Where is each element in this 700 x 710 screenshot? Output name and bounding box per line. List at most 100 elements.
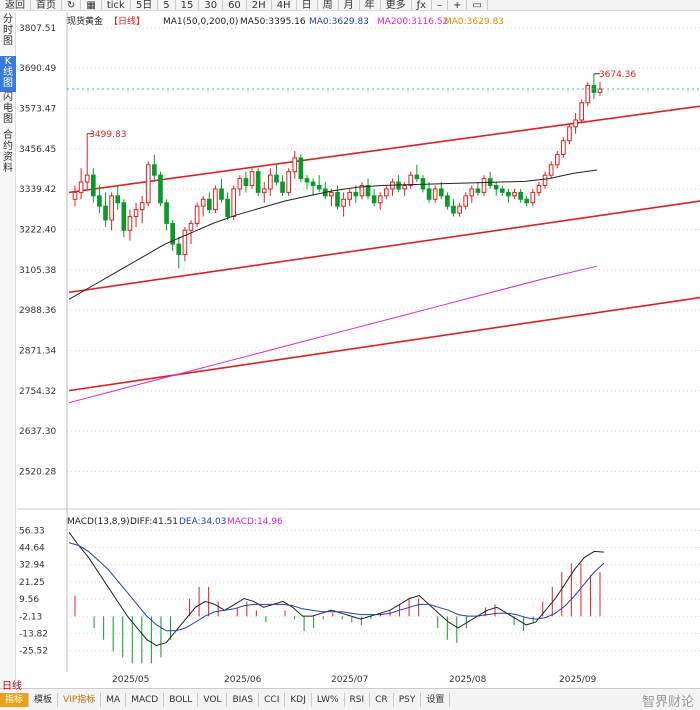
toolbar-item-9[interactable]: 60 [228,0,241,11]
toolbar-separator [466,0,468,10]
toolbar-item-19[interactable]: + [453,0,462,11]
candle-body [310,181,316,186]
tab-0[interactable]: 指标 [0,693,30,707]
toolbar-item-20[interactable]: ▭ [472,0,482,11]
x-tick-label: 2025/09 [559,675,597,685]
trend-line [68,296,700,392]
y-tick-label: 2637.30 [19,427,56,437]
toolbar-item-14[interactable]: 月 [343,0,354,11]
macd-y-tick-label: -2.13 [19,612,42,622]
toolbar-item-0[interactable]: 返回 [5,0,25,11]
tab-13[interactable]: PSY [394,693,422,707]
y-tick-label: 3105.38 [19,266,56,276]
macd-y-tick-label: 32.94 [19,561,45,571]
main-legend: 现货黄金 【日线】 MA1(50,0,200,0) MA50:3395.16 MA0:3… [67,15,504,27]
toolbar-item-5[interactable]: 5日 [135,0,153,11]
toolbar-separator [486,0,488,10]
toolbar-separator [447,0,449,10]
toolbar-item-16[interactable]: 更多 [385,0,406,11]
y-tick-label: 2871.34 [19,347,56,357]
candle-body [408,174,414,186]
tab-9[interactable]: KDJ [285,693,312,707]
main-y-axis: 3807.51 3690.49 3573.47 3456.45 3339.42 3222.… [19,24,56,478]
candle-body [90,174,96,197]
toolbar-separator [270,0,272,10]
y-tick-label: 3807.51 [19,24,56,34]
candle-body [316,184,322,190]
toolbar-item-1[interactable]: 首页 [36,0,56,11]
candle-body [225,198,230,218]
toolbar-separator [174,0,176,10]
macd-legend-item-1: DIFF:41.51 [130,517,178,527]
toolbar-separator [157,0,159,10]
ma200-line [68,265,598,404]
candle-body [414,174,420,180]
candle-body [304,178,310,183]
nav-item-1[interactable]: K线图 [0,56,16,92]
legend-item-5: MA200:3116.52 [377,17,448,27]
nav-item-2[interactable]: 闪电图 [3,92,13,125]
tab-6[interactable]: VOL [198,693,228,707]
candle-body [200,198,206,207]
tab-2[interactable]: VIP指标 [58,693,102,707]
y-tick-label: 3339.42 [19,185,56,195]
macd-legend: MACD(13,8,9) DIFF:41.51 DEA:34.03 MACD:14.9… [67,517,283,527]
nav-item-3[interactable]: 合约资料 [3,130,13,174]
top-toolbar: 返回 首页 ↻ ▦ tick 5日 5 15 30 60 2H 4H 日周月年更多 ƒx – + ▭ [0,0,700,11]
tab-10[interactable]: LW% [312,693,345,707]
toolbar-item-2[interactable]: ↻ [67,0,76,11]
candle-body [402,184,407,190]
candle-body [377,195,383,204]
candle-body [109,195,114,221]
nav-item-0[interactable]: 分时图 [3,14,13,47]
toolbar-item-3[interactable]: ▦ [86,0,96,11]
macd-legend-item-3: MACD:14.96 [227,517,283,527]
candle-body [176,243,182,255]
tab-3[interactable]: MA [101,693,127,707]
toolbar-item-11[interactable]: 4H [276,0,291,11]
tab-12[interactable]: CR [370,693,394,707]
candle-body [115,195,121,204]
tab-5[interactable]: BOLL [164,693,199,707]
x-axis: 2025/05 2025/06 2025/07 2025/08 2025/09 [112,675,597,685]
candle-body [133,209,139,218]
candle-body [78,181,84,193]
toolbar-item-10[interactable]: 2H [251,0,266,11]
tab-14[interactable]: 设置 [421,693,451,707]
chart-area[interactable]: 3674.36 3499.83 3807.51 3690.49 3573.47 3456… [17,12,700,688]
candle-body [188,222,194,231]
y-tick-label: 2754.32 [19,387,56,397]
tab-4[interactable]: MACD [126,693,165,707]
candle-body [213,188,218,211]
toolbar-item-8[interactable]: 30 [204,0,218,11]
kline-chart-svg[interactable]: 3674.36 3499.83 3807.51 3690.49 3573.47 3456… [17,12,700,688]
tab-1[interactable]: 模板 [29,693,59,707]
macd-y-tick-label: 21.25 [19,578,45,588]
toolbar-item-17[interactable]: ƒx [416,0,427,11]
candle-body [84,174,90,183]
toolbar-item-7[interactable]: 15 [180,0,194,11]
tab-7[interactable]: BIAS [227,693,260,707]
candle-body [499,188,505,193]
toolbar-item-6[interactable]: 5 [163,0,170,11]
candle-body [231,188,237,218]
candle-body [298,157,304,180]
toolbar-item-12[interactable]: 日 [301,0,312,11]
toolbar-item-18[interactable]: – [437,0,443,11]
toolbar-item-4[interactable]: tick [106,0,125,11]
toolbar-item-15[interactable]: 年 [364,0,375,11]
candle-body [567,126,572,142]
tab-11[interactable]: RSI [345,693,371,707]
tab-8[interactable]: CCI [259,693,286,707]
toolbar-item-13[interactable]: 周 [322,0,333,11]
macd-y-tick-label: 9.56 [19,595,39,605]
candle-body [438,188,444,197]
x-tick-label: 2025/08 [449,675,487,685]
indicator-tabs: 指标 模板 VIP指标 MA MACD BOLL VOL BIAS CCI KDJ LW% RSI CR… [0,689,451,710]
candle-body [554,153,560,166]
candle-body [152,164,157,176]
candle-body [542,174,548,186]
candle-body [573,119,578,128]
toolbar-separator [100,0,102,10]
candle-body [170,222,176,245]
